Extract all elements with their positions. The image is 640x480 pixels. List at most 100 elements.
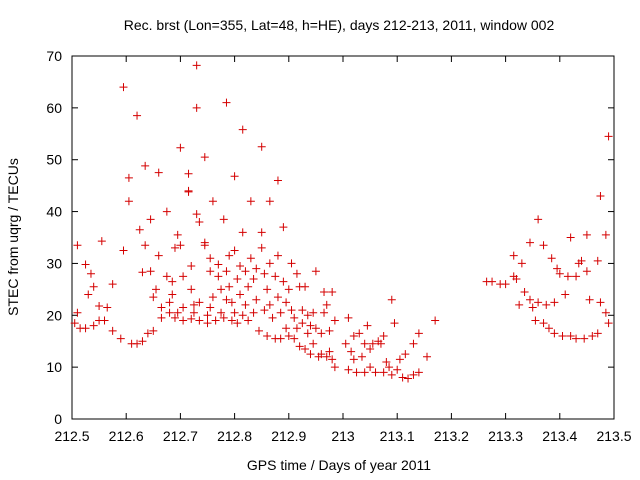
data-point: [225, 282, 234, 291]
y-tick-label: 60: [46, 100, 62, 116]
data-point: [222, 267, 231, 276]
data-point: [108, 280, 117, 289]
data-point: [542, 300, 551, 309]
data-point: [244, 282, 253, 291]
data-point: [488, 277, 497, 286]
data-point: [192, 103, 201, 112]
data-point: [344, 365, 353, 374]
data-point: [601, 230, 610, 239]
data-point: [284, 332, 293, 341]
data-point: [187, 314, 196, 323]
y-tick-label: 10: [46, 359, 62, 375]
x-tick-label: 213.4: [542, 428, 577, 444]
data-point: [303, 311, 312, 320]
data-point: [141, 241, 150, 250]
data-point: [355, 329, 364, 338]
data-point: [206, 254, 215, 263]
x-tick-label: 212.6: [109, 428, 144, 444]
data-point: [515, 300, 524, 309]
data-points: [70, 61, 613, 383]
data-point: [189, 308, 198, 317]
data-point: [246, 197, 255, 206]
data-point: [149, 326, 158, 335]
data-point: [138, 337, 147, 346]
data-point: [236, 262, 245, 271]
data-point: [184, 187, 193, 196]
data-point: [395, 355, 404, 364]
data-point: [97, 237, 106, 246]
data-point: [86, 269, 95, 278]
data-point: [154, 251, 163, 260]
data-point: [219, 313, 228, 322]
data-point: [322, 352, 331, 361]
data-point: [325, 326, 334, 335]
axis-tick-labels: 212.5 212.6 212.7 212.8 212.9 213 213.1 213.2 21…: [46, 48, 631, 444]
data-point: [379, 368, 388, 377]
data-point: [298, 306, 307, 315]
data-point: [382, 357, 391, 366]
data-point: [271, 272, 280, 281]
data-point: [309, 308, 318, 317]
data-point: [146, 215, 155, 224]
data-point: [588, 332, 597, 341]
data-point: [317, 329, 326, 338]
data-point: [550, 298, 559, 307]
data-point: [260, 269, 269, 278]
x-tick-label: 213.5: [596, 428, 631, 444]
data-point: [238, 125, 247, 134]
data-point: [165, 308, 174, 317]
data-point: [360, 368, 369, 377]
data-point: [558, 332, 567, 341]
data-point: [192, 210, 201, 219]
data-point: [154, 168, 163, 177]
data-point: [184, 169, 193, 178]
data-point: [376, 339, 385, 348]
data-point: [284, 285, 293, 294]
data-point: [214, 272, 223, 281]
data-point: [404, 374, 413, 383]
data-point: [349, 332, 358, 341]
data-point: [539, 241, 548, 250]
data-point: [208, 293, 217, 302]
data-point: [290, 334, 299, 343]
data-point: [70, 319, 79, 328]
data-point: [550, 329, 559, 338]
y-tick-label: 40: [46, 204, 62, 220]
data-point: [341, 339, 350, 348]
x-tick-label: 213.1: [380, 428, 415, 444]
data-point: [311, 267, 320, 276]
data-point: [179, 272, 188, 281]
data-point: [295, 342, 304, 351]
data-point: [206, 303, 215, 312]
data-point: [168, 277, 177, 286]
data-point: [227, 298, 236, 307]
data-point: [298, 319, 307, 328]
data-point: [525, 238, 534, 247]
data-point: [539, 319, 548, 328]
data-point: [330, 316, 339, 325]
data-point: [81, 260, 90, 269]
data-point: [582, 230, 591, 239]
data-point: [387, 370, 396, 379]
data-point: [279, 223, 288, 232]
data-point: [116, 334, 125, 343]
data-point: [265, 300, 274, 309]
data-point: [263, 285, 272, 294]
data-point: [276, 334, 285, 343]
data-point: [189, 300, 198, 309]
data-point: [230, 308, 239, 317]
data-point: [217, 285, 226, 294]
data-point: [124, 197, 133, 206]
data-point: [252, 264, 261, 273]
data-point: [347, 347, 356, 356]
data-point: [371, 368, 380, 377]
data-point: [263, 332, 272, 341]
data-point: [162, 207, 171, 216]
y-tick-label: 70: [46, 48, 62, 64]
data-point: [301, 282, 310, 291]
data-point: [95, 301, 104, 310]
data-point: [133, 111, 142, 120]
data-point: [273, 251, 282, 260]
data-point: [176, 241, 185, 250]
data-point: [217, 308, 226, 317]
